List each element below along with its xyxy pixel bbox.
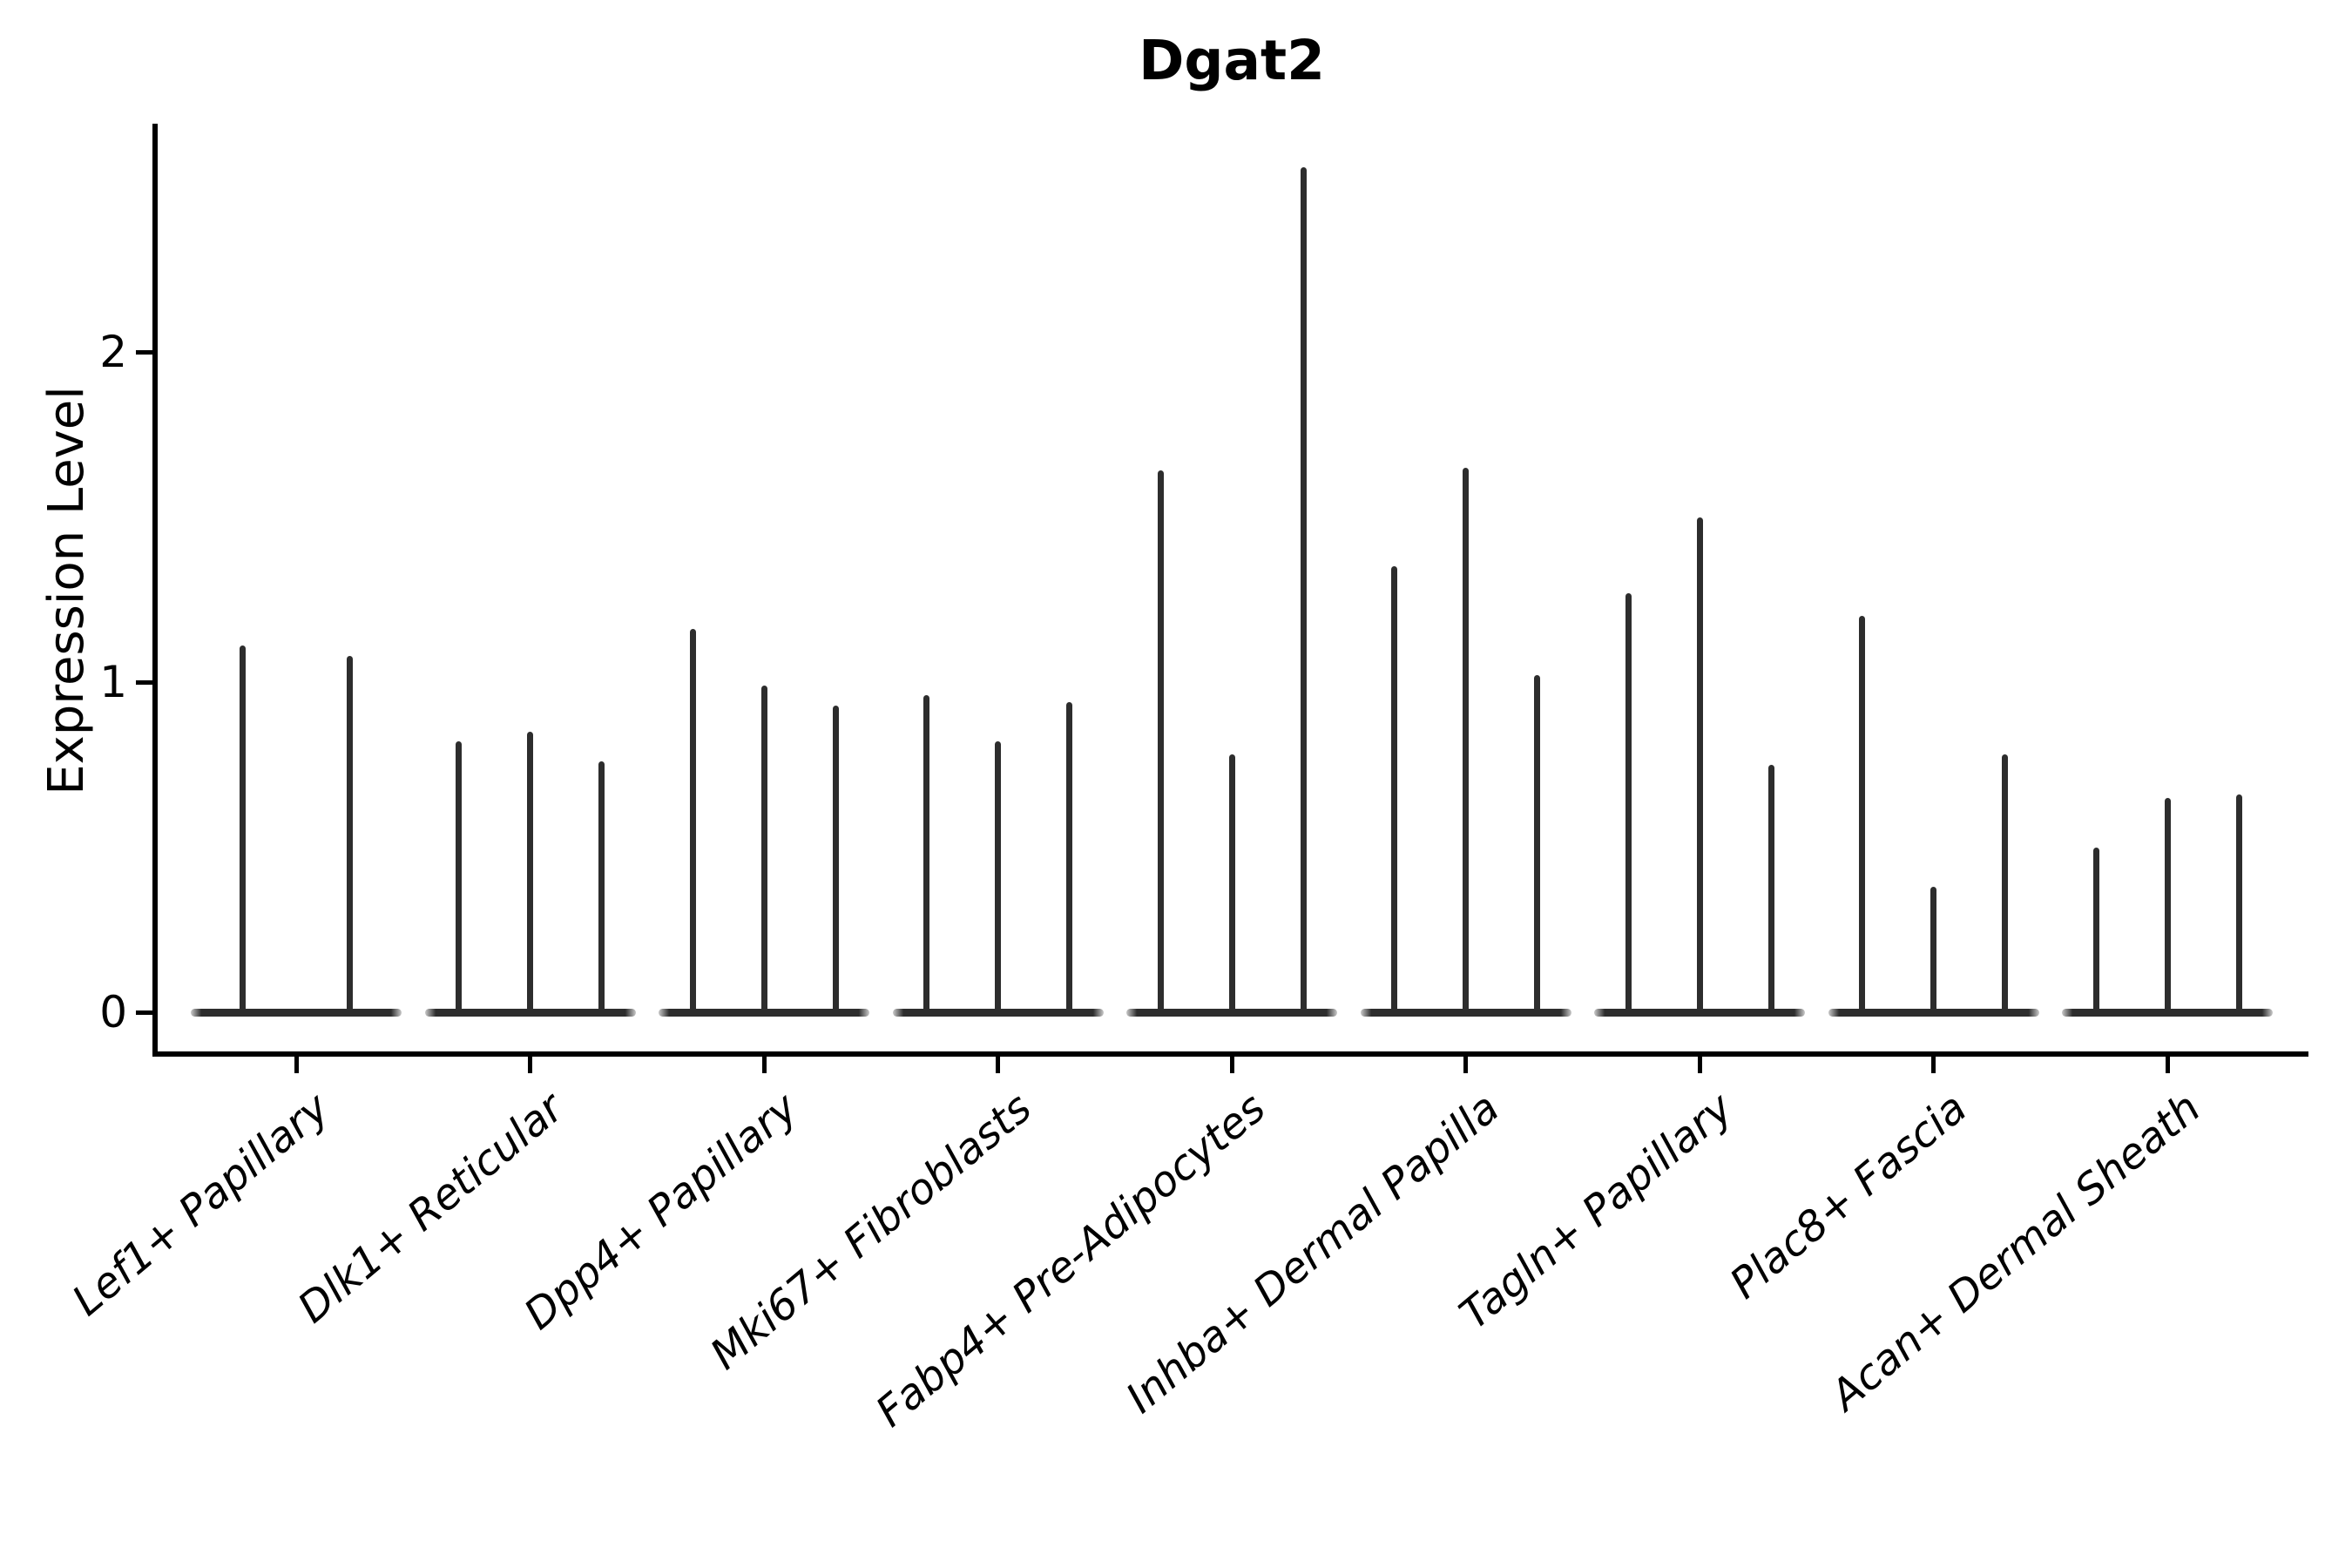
x-tick-mark: [761, 1057, 767, 1073]
violin-base: [892, 1008, 1104, 1017]
x-tick-label: Fabp4+ Pre-Adipocytes: [866, 1083, 1275, 1437]
y-tick-label: 2: [99, 327, 127, 377]
violin-base: [191, 1008, 402, 1017]
violin-spike: [240, 645, 246, 1012]
violin-spike: [689, 629, 696, 1012]
violin-base: [1828, 1008, 2039, 1017]
violin-spike: [1625, 592, 1632, 1012]
x-tick-label: Plac8+ Fascia: [1720, 1083, 1977, 1309]
violin-base: [1126, 1008, 1337, 1017]
violin-spike: [1767, 764, 1774, 1012]
chart-title: Dgat2: [1139, 29, 1325, 92]
violin-spike: [456, 741, 462, 1012]
x-tick-mark: [1463, 1057, 1468, 1073]
y-tick-mark: [136, 1010, 155, 1015]
left-spine: [152, 124, 158, 1057]
violin-spike: [2002, 754, 2008, 1012]
y-tick-label: 1: [99, 657, 127, 707]
x-tick-mark: [294, 1057, 299, 1073]
x-tick-mark: [2165, 1057, 2170, 1073]
violin-spike: [1696, 517, 1703, 1012]
violin-spike: [832, 705, 839, 1012]
violin-spike: [1157, 470, 1164, 1012]
violin-spike: [347, 655, 353, 1012]
violin-spike: [2164, 797, 2171, 1012]
y-tick-label: 0: [99, 987, 127, 1037]
x-tick-mark: [528, 1057, 532, 1073]
violin-spike: [1066, 701, 1072, 1012]
y-tick-mark: [136, 349, 155, 355]
x-tick-mark: [996, 1057, 1000, 1073]
violin-spike: [923, 695, 929, 1012]
violin-spike: [995, 741, 1001, 1012]
violin-spike: [1859, 616, 1865, 1012]
x-tick-mark: [1697, 1057, 1702, 1073]
violin-base: [424, 1008, 636, 1017]
violin-spike: [1930, 886, 1936, 1012]
violin-spike: [760, 685, 767, 1012]
y-tick-mark: [136, 679, 155, 685]
violin-spike: [1300, 166, 1307, 1012]
bottom-spine: [152, 1051, 2308, 1057]
violin-base: [659, 1008, 869, 1017]
violin-spike: [1391, 566, 1397, 1012]
violin-spike: [2092, 847, 2099, 1012]
violin-spike: [2235, 794, 2242, 1012]
x-tick-mark: [1931, 1057, 1936, 1073]
x-tick-label: Inhba+ Dermal Papilla: [1117, 1083, 1509, 1423]
violin-spike: [527, 731, 533, 1012]
violin-base: [1594, 1008, 1805, 1017]
violin-spike: [1463, 467, 1469, 1012]
x-tick-mark: [1229, 1057, 1234, 1073]
violin-spike: [1228, 754, 1235, 1012]
violin-spike: [598, 760, 605, 1012]
violin-spike: [1534, 675, 1540, 1012]
violin-base: [1360, 1008, 1571, 1017]
violin-base: [2062, 1008, 2273, 1017]
